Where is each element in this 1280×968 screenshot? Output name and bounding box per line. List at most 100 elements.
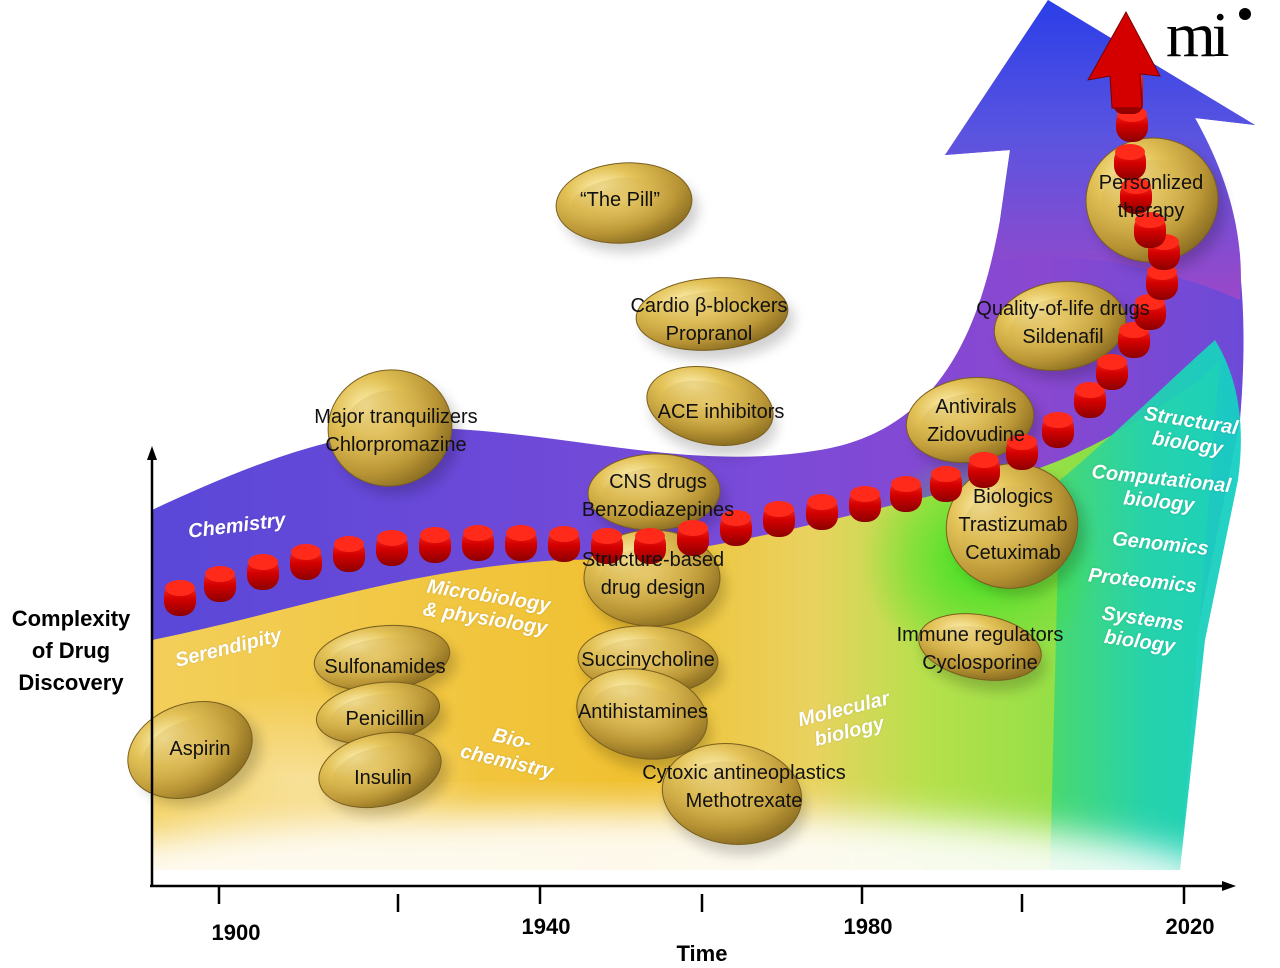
x-tick-label: 1900 <box>211 920 261 945</box>
pill-label-penicillin: Penicillin <box>320 705 450 733</box>
pill-face <box>677 761 786 831</box>
pill-cytoxic <box>661 743 807 856</box>
red-pill-top <box>807 494 837 510</box>
pill-face <box>931 625 1028 672</box>
pill-line: Propranol <box>665 323 753 345</box>
pill-line: Major tranquilizers <box>314 406 478 428</box>
pill-line: ACE inhibitors <box>657 401 785 423</box>
red-pill-top <box>1007 434 1037 450</box>
pill-label-antihistamines: Antihistamines <box>560 698 726 726</box>
red-pill-top <box>635 528 665 544</box>
teal-region <box>1050 340 1241 870</box>
y-axis-label-line: Discovery <box>18 670 124 695</box>
red-pill <box>247 554 279 590</box>
red-pill <box>505 525 537 561</box>
red-pill <box>1042 412 1074 448</box>
red-pill-top <box>549 526 579 542</box>
pill-face <box>329 637 436 683</box>
pill-line: Cardio β-blockers <box>630 295 788 317</box>
red-pill-top <box>931 466 961 482</box>
red-pill <box>968 452 1000 488</box>
red-pill-top <box>205 566 235 582</box>
pill-biologics <box>945 463 1087 597</box>
pill-line: Structure-based <box>581 549 725 571</box>
pill-insulin <box>318 732 450 817</box>
pill-label-biologics: Biologics Trastizumab Cetuximab <box>938 483 1088 567</box>
red-pill <box>1134 212 1166 248</box>
red-pill <box>677 520 709 556</box>
red-pill-top <box>592 528 622 544</box>
pill-line: Methotrexate <box>685 790 803 812</box>
red-pill-top <box>1115 144 1145 160</box>
red-pill <box>462 525 494 561</box>
red-pill <box>591 528 623 564</box>
red-pill <box>204 566 236 602</box>
red-pill-top <box>377 530 407 546</box>
pill-line: Biologics <box>972 486 1054 508</box>
pill-label-antivirals: Antivirals Zidovudine <box>906 393 1046 449</box>
red-pill <box>763 501 795 537</box>
red-pill <box>1114 144 1146 180</box>
pill-face <box>590 684 693 748</box>
x-tick-label: 1940 <box>521 914 571 939</box>
red-pill <box>1006 434 1038 470</box>
pill-the-pill <box>555 162 699 253</box>
red-pill <box>548 526 580 562</box>
red-pill <box>290 544 322 580</box>
red-pill-top <box>291 544 321 560</box>
pill-antihistamines <box>576 668 711 771</box>
pill-line: Penicillin <box>345 708 425 730</box>
pill-line: Trastizumab <box>958 514 1068 536</box>
y-axis-arrow <box>147 446 157 460</box>
pill-label-ace: ACE inhibitors <box>636 398 806 426</box>
red-pill <box>333 536 365 572</box>
pill-face <box>652 291 772 341</box>
pill-face <box>602 468 706 520</box>
pill-line: Insulin <box>354 767 412 789</box>
pill-beta-blockers <box>635 277 795 360</box>
red-pill-top <box>678 520 708 536</box>
y-axis-label-line: Complexity <box>11 606 131 631</box>
pill-label-succinylcholine: Succinycholine <box>560 646 736 674</box>
red-pill-top <box>463 525 493 541</box>
red-arrow-head <box>1087 10 1161 109</box>
logo-text: mi <box>1166 6 1229 66</box>
pill-label-structure-based: Structure-based drug design <box>564 546 742 602</box>
pill-line: Sildenafil <box>1022 326 1104 348</box>
red-pill-top <box>1135 212 1165 228</box>
axes <box>147 446 1236 912</box>
red-pill-top <box>969 452 999 468</box>
red-pill-top <box>506 525 536 541</box>
logo-dot <box>1239 8 1251 20</box>
pill-label-the-pill: “The Pill” <box>560 186 680 214</box>
pill-quality-of-life <box>993 280 1133 380</box>
red-pill-top <box>1075 382 1105 398</box>
pill-face <box>142 717 239 786</box>
pill-aspirin <box>127 701 262 806</box>
pill-line: Personlized <box>1098 172 1204 194</box>
pill-line: “The Pill” <box>579 189 660 211</box>
pill-line: Aspirin <box>169 738 231 760</box>
pill-label-beta-blockers: Cardio β-blockers Propranol <box>606 292 812 348</box>
pill-line: Cetuximab <box>965 542 1061 564</box>
red-pill <box>164 580 196 616</box>
red-pill <box>1074 382 1106 418</box>
red-pill <box>419 527 451 563</box>
x-axis-arrow <box>1222 881 1236 891</box>
red-pill-top <box>721 510 751 526</box>
pill-line: CNS drugs <box>609 471 707 493</box>
red-pill-top <box>1043 412 1073 428</box>
pill-face <box>660 380 759 436</box>
pill-face <box>1009 297 1112 359</box>
red-pill <box>1096 354 1128 390</box>
pill-label-quality-of-life: Quality-of-life drugs Sildenafil <box>954 295 1172 351</box>
pill-face <box>571 177 678 233</box>
pill-line: Cytoxic antineoplastics <box>642 762 846 784</box>
logo-mi: mi <box>1166 6 1251 66</box>
pill-label-insulin: Insulin <box>320 764 446 792</box>
red-pill <box>890 476 922 512</box>
pill-tranquilizers <box>327 369 460 495</box>
pill-line: Quality-of-life drugs <box>976 298 1150 320</box>
pill-face <box>961 484 1064 571</box>
